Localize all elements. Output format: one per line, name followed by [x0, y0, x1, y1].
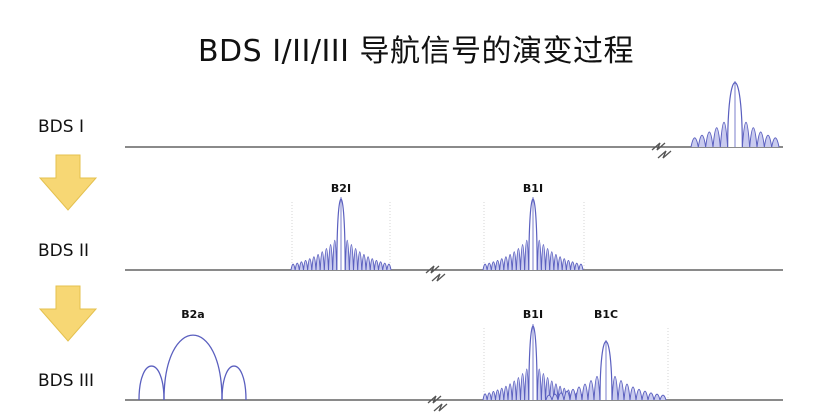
row-label-bds-ii: BDS II — [38, 241, 89, 261]
down-arrow-icon — [38, 285, 98, 342]
spectrum-bds-i — [690, 81, 780, 148]
signal-label-b2i: B2I — [331, 182, 351, 195]
signal-label-b1i-iii: B1I — [523, 308, 543, 321]
spectrum-b2i — [290, 197, 392, 271]
spectrum-b1i-iii — [482, 324, 584, 401]
axis-break-icon — [425, 265, 446, 282]
spectrum-b1c — [545, 340, 667, 401]
signal-label-b1c: B1C — [594, 308, 618, 321]
spectrum-b2a-right — [221, 365, 247, 401]
signal-label-b2a: B2a — [181, 308, 204, 321]
axis-break-icon — [427, 395, 448, 412]
row-label-bds-iii: BDS III — [38, 371, 94, 391]
diagram-title: BDS I/II/III 导航信号的演变过程 — [197, 34, 635, 69]
spectrum-b2a-main — [163, 334, 223, 401]
spectrum-b2a-left — [138, 365, 165, 401]
row-label-bds-i: BDS I — [38, 117, 84, 137]
spectrum-b1i — [482, 197, 584, 271]
axis-break-icon — [651, 142, 672, 159]
down-arrow-icon — [38, 154, 98, 211]
signal-label-b1i: B1I — [523, 182, 543, 195]
